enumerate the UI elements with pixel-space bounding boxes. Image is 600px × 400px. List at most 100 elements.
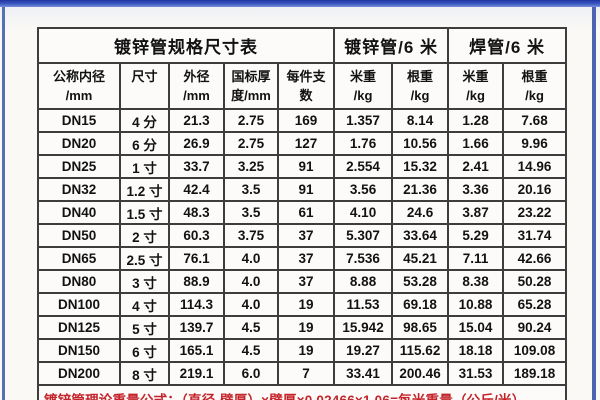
table-row: DN80 3 寸 88.9 4.0 37 8.88 53.28 8.38 50.28 xyxy=(37,269,568,294)
table-cell: 48.3 xyxy=(168,200,225,225)
table-cell: 10.56 xyxy=(391,131,450,156)
table-cell: 5.29 xyxy=(447,223,505,248)
table-row: DN100 4 寸 114.3 4.0 19 11.53 69.18 10.88 65.28 xyxy=(37,292,568,317)
table-cell: 6 分 xyxy=(119,131,170,156)
table-cell: 19 xyxy=(276,315,336,340)
table-cell: 31.53 xyxy=(447,361,505,386)
table-cell: 23.22 xyxy=(502,200,568,225)
formula-text: 镀锌管理论重量公式：（直径-壁厚）×壁厚×0.02466×1.06=每米重量（公… xyxy=(36,384,568,400)
table-cell: 7 xyxy=(276,361,336,386)
table-cell: 1.2 寸 xyxy=(119,177,170,202)
table-cell: DN125 xyxy=(37,315,121,340)
col-header-line: /kg xyxy=(353,88,373,103)
left-frame-stripe xyxy=(2,7,5,400)
table-cell: 24.6 xyxy=(391,200,450,225)
table-title-row: 镀锌管规格尺寸表 镀锌管/6 米 焊管/6 米 xyxy=(36,27,568,64)
table-cell: 1.357 xyxy=(333,108,394,133)
table-cell: 90.24 xyxy=(502,315,568,340)
table-cell: 45.21 xyxy=(391,246,450,271)
col-header-line: 国标厚 xyxy=(231,69,271,84)
table-row: DN200 8 寸 219.1 6.0 7 33.41 200.46 31.53 189.18 xyxy=(37,361,568,386)
col-header-weight-per-meter-weld: 米重 /kg xyxy=(447,62,505,110)
col-header-nominal-diameter: 公称内径 /mm xyxy=(37,62,121,110)
table-cell: 109.08 xyxy=(502,338,568,363)
table-cell: DN20 xyxy=(37,131,121,156)
col-header-line: 度/mm xyxy=(231,88,271,103)
table-row: DN50 2 寸 60.3 3.75 37 5.307 33.64 5.29 31.74 xyxy=(37,223,568,248)
table-row: DN125 5 寸 139.7 4.5 19 15.942 98.65 15.04 90.24 xyxy=(37,315,568,340)
col-header-weight-per-pipe-galv: 根重 /kg xyxy=(391,62,450,110)
col-header-line: /mm xyxy=(183,88,210,103)
table-cell: 3.87 xyxy=(447,200,505,225)
table-cell: 76.1 xyxy=(168,246,225,271)
table-cell: 9.96 xyxy=(502,131,568,156)
table-cell: 2.554 xyxy=(333,154,394,179)
table-cell: 61 xyxy=(276,200,336,225)
table-cell: 19 xyxy=(276,292,336,317)
table-cell: 6.0 xyxy=(223,361,279,386)
table-cell: 42.4 xyxy=(168,177,225,202)
table-cell: 3.56 xyxy=(333,177,394,202)
table-cell: 10.88 xyxy=(447,292,505,317)
table-cell: 33.7 xyxy=(168,154,225,179)
table-cell: 169 xyxy=(276,108,336,133)
table-title: 镀锌管规格尺寸表 xyxy=(36,27,336,64)
table-cell: 98.65 xyxy=(391,315,450,340)
table-cell: 53.28 xyxy=(391,269,450,294)
right-frame-stripe xyxy=(592,7,596,400)
table-cell: 60.3 xyxy=(168,223,225,248)
table-cell: 65.28 xyxy=(502,292,568,317)
table-cell: 5.307 xyxy=(333,223,394,248)
table-row: DN150 6 寸 165.1 4.5 19 19.27 115.62 18.18 109.08 xyxy=(37,338,568,363)
table-cell: 15.32 xyxy=(391,154,450,179)
col-header-line: 外径 xyxy=(183,69,210,84)
table-cell: 15.942 xyxy=(333,315,394,340)
col-header-line: 米重 xyxy=(350,69,377,84)
table-cell: 4 分 xyxy=(119,108,170,133)
table-cell: DN25 xyxy=(37,154,121,179)
table-cell: 4.0 xyxy=(223,269,279,294)
table-cell: 2.75 xyxy=(223,108,279,133)
table-cell: 21.3 xyxy=(168,108,225,133)
table-cell: 42.66 xyxy=(502,246,568,271)
table-cell: 11.53 xyxy=(333,292,394,317)
table-cell: 1.28 xyxy=(447,108,505,133)
table-cell: 5 寸 xyxy=(119,315,170,340)
col-header-outer-diameter: 外径 /mm xyxy=(168,62,225,110)
table-cell: 189.18 xyxy=(502,361,568,386)
table-row: DN25 1 寸 33.7 3.25 91 2.554 15.32 2.41 14.96 xyxy=(37,154,568,179)
table-cell: 26.9 xyxy=(168,131,225,156)
col-header-line: /kg xyxy=(525,88,544,103)
table-cell: 3.36 xyxy=(447,177,505,202)
col-header-size: 尺寸 xyxy=(119,62,170,110)
table-cell: 219.1 xyxy=(168,361,225,386)
table-cell: 114.3 xyxy=(168,292,225,317)
table-cell: 33.41 xyxy=(333,361,394,386)
table-cell: 7.11 xyxy=(447,246,505,271)
table-cell: 3.5 xyxy=(223,177,279,202)
table-row: DN32 1.2 寸 42.4 3.5 91 3.56 21.36 3.36 20.16 xyxy=(37,177,568,202)
table-cell: 115.62 xyxy=(391,338,450,363)
column-header-row: 公称内径 /mm 尺寸 外径 /mm 国标厚 度/mm 每件支 数 米重 /kg xyxy=(37,62,568,110)
table-row: DN65 2.5 寸 76.1 4.0 37 7.536 45.21 7.11 42.66 xyxy=(37,246,568,271)
table-cell: 69.18 xyxy=(391,292,450,317)
table-cell: 14.96 xyxy=(502,154,568,179)
table-cell: DN80 xyxy=(37,269,121,294)
pipe-spec-table: 镀锌管规格尺寸表 镀锌管/6 米 焊管/6 米 公称内径 /mm 尺寸 外径 /… xyxy=(36,27,568,400)
table-cell: 50.28 xyxy=(502,269,568,294)
table-cell: 200.46 xyxy=(391,361,450,386)
table-cell: 6 寸 xyxy=(119,338,170,363)
table-cell: 37 xyxy=(276,269,336,294)
table-cell: DN15 xyxy=(37,108,121,133)
col-header-weight-per-meter-galv: 米重 /kg xyxy=(333,62,394,110)
table-cell: 19.27 xyxy=(333,338,394,363)
table-cell: DN200 xyxy=(37,361,121,386)
table-cell: DN150 xyxy=(37,338,121,363)
col-header-line: /kg xyxy=(410,88,430,103)
table-cell: 88.9 xyxy=(168,269,225,294)
table-cell: 19 xyxy=(276,338,336,363)
table-cell: 7.536 xyxy=(333,246,394,271)
table-cell: DN32 xyxy=(37,177,121,202)
table-cell: 7.68 xyxy=(502,108,568,133)
